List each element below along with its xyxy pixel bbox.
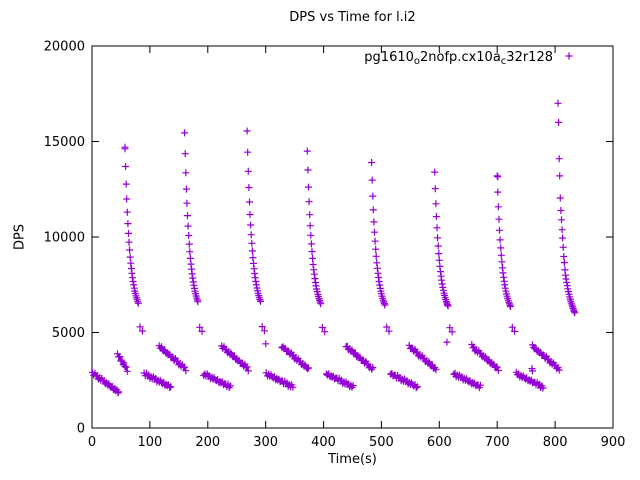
legend-label: pg1610o2nofp.cx10ac32r128 [364,50,553,67]
x-tick-label: 400 [311,435,336,450]
axis-ticks [91,45,614,429]
x-tick-label: 900 [601,435,626,450]
y-tick-label: 15000 [44,135,85,150]
x-tick-label: 100 [137,435,162,450]
x-tick-label: 300 [253,435,278,450]
series-points [89,99,579,397]
y-tick-label: 20000 [44,40,85,55]
chart-title: DPS vs Time for l.i2 [289,10,416,25]
legend-marker-plus-icon [565,52,573,60]
y-axis-label: DPS [12,223,28,251]
y-tick-label: 0 [77,422,85,437]
y-tick-label: 5000 [52,326,85,341]
x-tick-label: 200 [195,435,220,450]
x-tick-label: 800 [543,435,568,450]
x-tick-label: 500 [369,435,394,450]
x-tick-label: 700 [485,435,510,450]
y-tick-label: 10000 [44,231,85,246]
x-tick-label: 0 [88,435,96,450]
x-tick-label: 600 [427,435,452,450]
x-axis-label: Time(s) [328,452,377,467]
